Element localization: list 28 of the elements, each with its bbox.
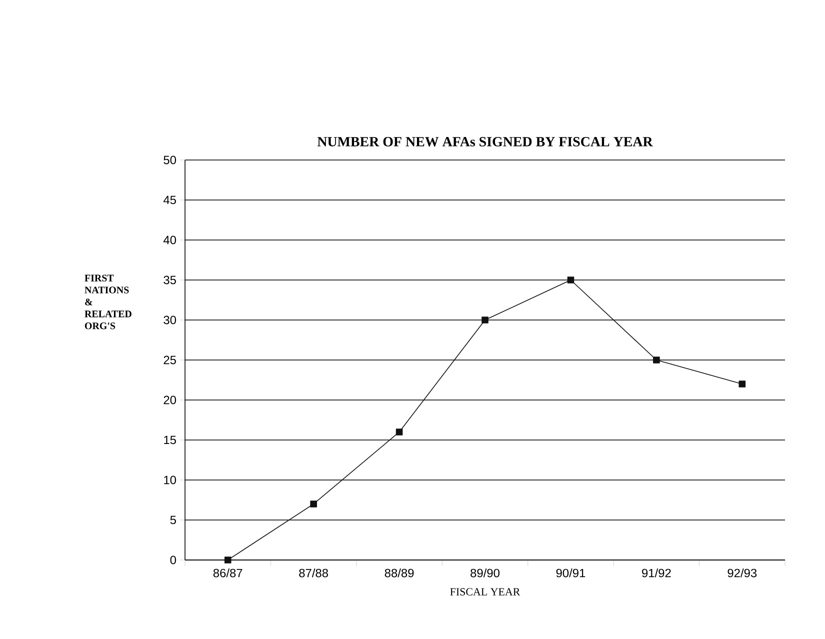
y-axis-title: FIRST NATIONS & RELATED ORG'S — [84, 274, 132, 330]
x-tick-label: 89/90 — [470, 568, 500, 578]
x-tick-label: 91/92 — [642, 568, 671, 578]
point — [653, 356, 660, 364]
point — [310, 500, 317, 508]
y-tick-label: 50 — [164, 156, 176, 164]
y-tick-label: 15 — [164, 436, 176, 444]
x-tick-label: 88/89 — [384, 568, 414, 578]
point — [224, 556, 232, 564]
y-tick-label: 40 — [163, 236, 176, 244]
point — [567, 276, 574, 284]
point — [396, 428, 403, 436]
point — [738, 380, 746, 388]
point — [482, 316, 488, 324]
y-tick-label: 25 — [164, 356, 176, 364]
x-tick-label: 92/93 — [728, 568, 757, 578]
y-tick-label: 10 — [164, 476, 176, 484]
x-axis-title: FISCAL YEAR — [450, 588, 520, 596]
y-tick-label: 0 — [170, 556, 176, 564]
x-tick-label: 90/91 — [556, 568, 586, 578]
y-tick-label: 30 — [164, 316, 176, 324]
y-tick-label: 45 — [163, 196, 176, 204]
y-tick-label: 5 — [170, 516, 176, 524]
x-tick-label: 87/88 — [299, 568, 328, 578]
x-tick-label: 86/87 — [213, 568, 242, 578]
y-tick-label: 35 — [164, 276, 176, 284]
chart-title: NUMBER OF NEW AFAs SIGNED BY FISCAL YEAR — [317, 137, 653, 146]
y-tick-label: 20 — [164, 396, 176, 404]
